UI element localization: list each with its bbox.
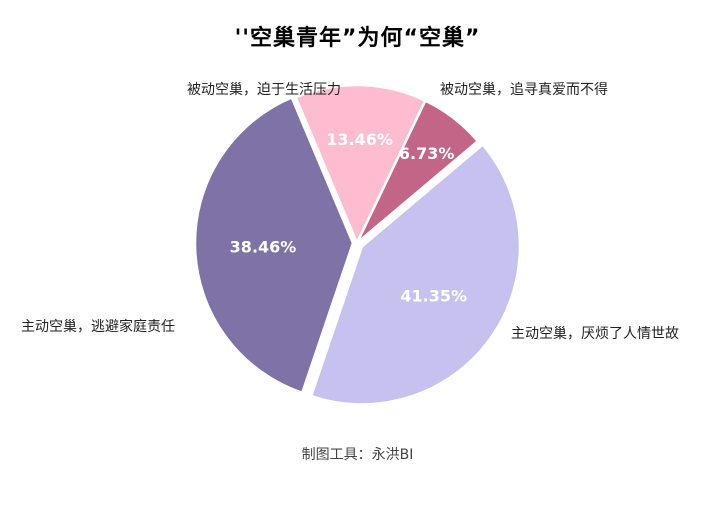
- slice-family-escape[interactable]: [193, 95, 355, 395]
- slice-label-social-fatigue: 主动空巢，厌烦了人情世故: [511, 326, 679, 342]
- slice-social-fatigue[interactable]: [309, 142, 522, 406]
- slice-social-fatigue-percent-label: 41.35%: [400, 286, 467, 305]
- slice-family-escape-percent-label: 38.46%: [230, 237, 297, 256]
- slice-label-pressure: 被动空巢，迫于生活压力: [187, 82, 341, 98]
- slice-pressure-percent-label: 13.46%: [326, 130, 393, 149]
- chart-title: ''空巢青年”为何“空巢”: [234, 26, 481, 51]
- slice-pressure[interactable]: [294, 83, 428, 247]
- slice-love-percent-label: 6.73%: [399, 144, 455, 163]
- slice-love[interactable]: [355, 98, 480, 244]
- slice-label-love: 被动空巢，追寻真爱而不得: [440, 82, 608, 98]
- chart-source-note: 制图工具：永洪BI: [301, 447, 414, 463]
- slice-label-family-escape: 主动空巢，逃避家庭责任: [21, 319, 175, 335]
